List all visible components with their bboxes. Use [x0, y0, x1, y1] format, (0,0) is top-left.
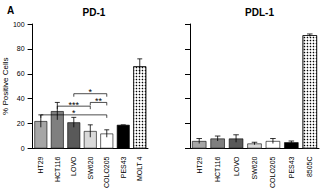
svg-text:*: * [89, 87, 93, 97]
svg-text:HT29: HT29 [37, 156, 44, 173]
svg-text:HCT116: HCT116 [54, 156, 61, 182]
svg-text:MOLT 4: MOLT 4 [136, 156, 143, 181]
svg-text:**: ** [95, 96, 103, 106]
svg-text:0: 0 [21, 145, 25, 152]
svg-text:SW620: SW620 [251, 156, 258, 179]
svg-text:LOVO: LOVO [70, 156, 77, 176]
svg-text:COLO205: COLO205 [103, 156, 110, 188]
svg-text:80: 80 [17, 45, 25, 52]
svg-text:PD-1: PD-1 [83, 7, 106, 18]
svg-text:40: 40 [17, 95, 25, 102]
svg-text:LOVO: LOVO [233, 156, 240, 176]
svg-text:PES43: PES43 [288, 156, 295, 178]
svg-text:*: * [72, 108, 76, 118]
svg-text:60: 60 [17, 70, 25, 77]
svg-text:HT29: HT29 [196, 156, 203, 173]
svg-text:A: A [7, 5, 14, 16]
svg-text:PES43: PES43 [120, 156, 127, 178]
svg-text:SW620: SW620 [87, 156, 94, 179]
svg-text:***: *** [69, 100, 80, 110]
svg-text:PDL-1: PDL-1 [245, 7, 274, 18]
svg-text:8505C: 8505C [306, 156, 313, 177]
svg-text:20: 20 [17, 120, 25, 127]
svg-text:% Positive Cells: % Positive Cells [1, 58, 10, 115]
svg-text:COLO205: COLO205 [269, 156, 276, 188]
svg-text:HCT116: HCT116 [214, 156, 221, 182]
svg-text:100: 100 [13, 21, 25, 28]
